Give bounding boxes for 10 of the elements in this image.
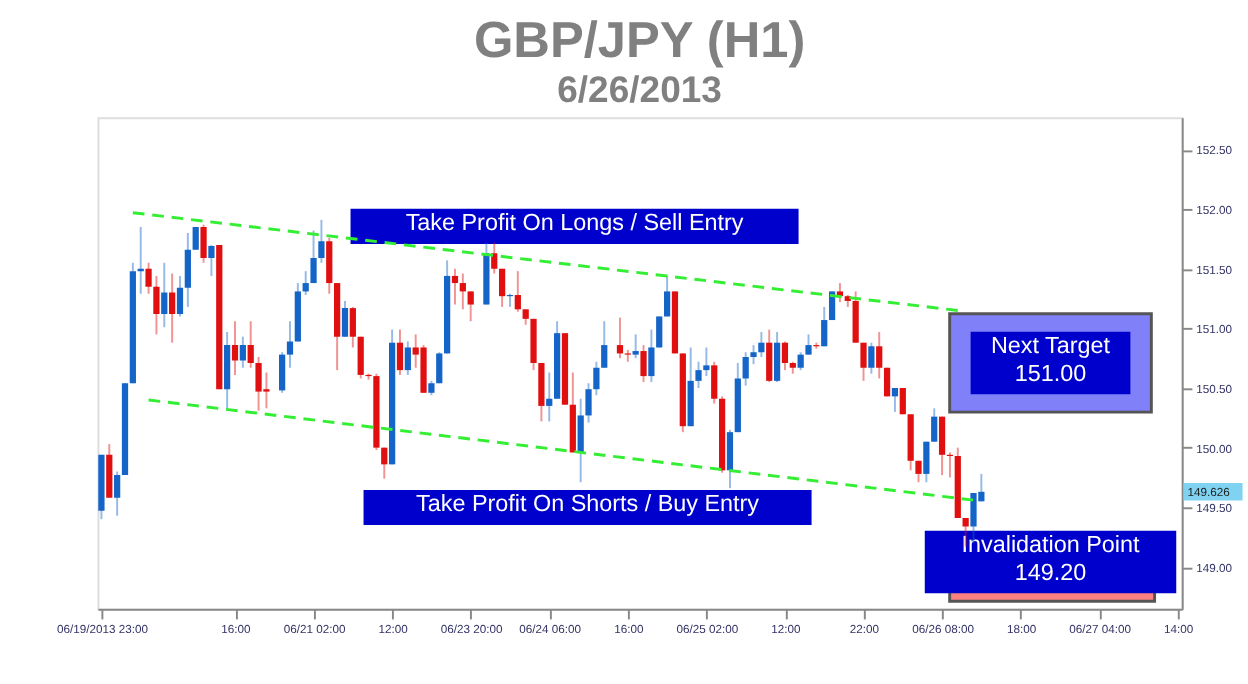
annotation: Take Profit On Shorts / Buy Entry	[416, 491, 760, 518]
candlestick	[420, 344, 427, 394]
chart-subtitle: 6/26/2013	[557, 67, 722, 110]
chart-title: GBP/JPY (H1)	[473, 12, 806, 69]
annotation: Next Target 151.00	[990, 333, 1112, 387]
candlestick	[192, 226, 199, 251]
annotation: Invalidation Point 149.20	[961, 532, 1142, 586]
candlestick	[656, 315, 663, 349]
candlestick	[899, 387, 906, 416]
annotation: Take Profit On Longs / Sell Entry	[405, 210, 744, 237]
